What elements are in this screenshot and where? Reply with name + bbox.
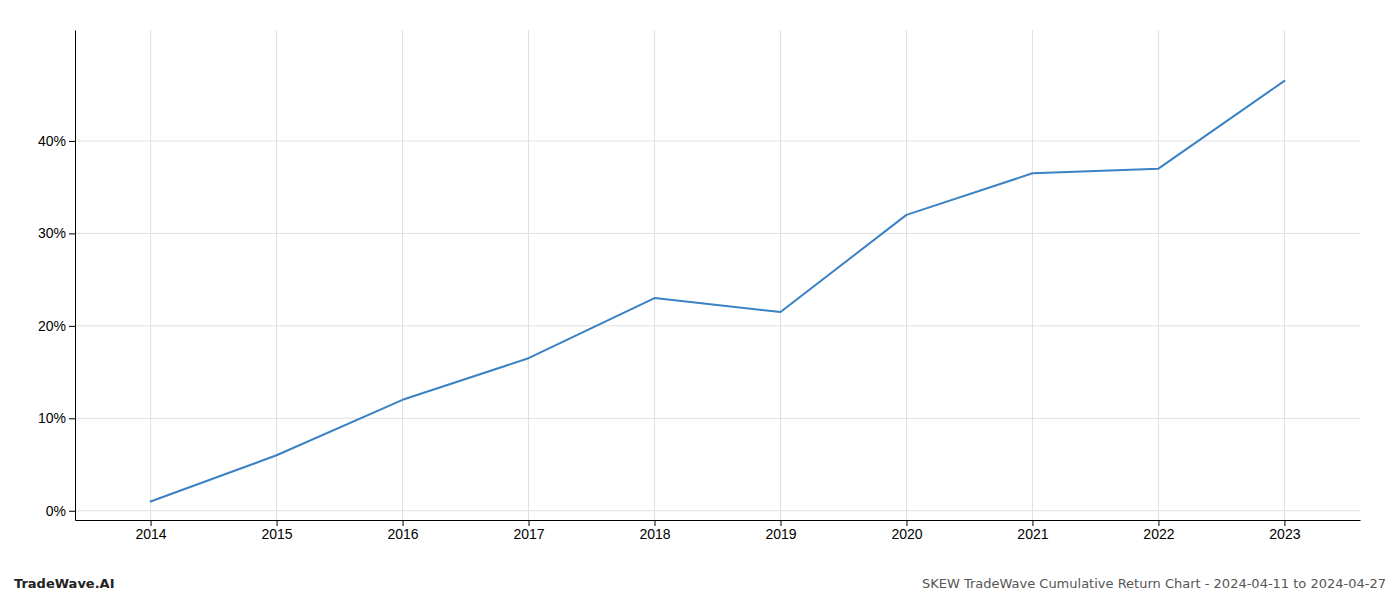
tick-label: 0%: [46, 503, 66, 519]
tick-label: 2020: [891, 526, 922, 542]
tick-label: 2018: [639, 526, 670, 542]
tick: 2015: [261, 520, 292, 542]
chart: 2014 2015 2016 2017 2018 2019 2020 2021 2022 2023…: [0, 0, 1400, 600]
axis-line: [76, 520, 1361, 521]
grid-line: [75, 325, 1360, 326]
grid-line: [780, 30, 781, 520]
grid-line: [276, 30, 277, 520]
tick: 30%: [38, 225, 75, 241]
tick-label: 2014: [136, 526, 167, 542]
grid-line: [75, 418, 1360, 419]
tick-mark: [69, 418, 75, 419]
axis-line: [75, 31, 76, 521]
tick-mark: [69, 233, 75, 234]
tick: 2014: [136, 520, 167, 542]
marks: [151, 81, 1285, 502]
grid: [75, 30, 1360, 520]
grid-line: [1032, 30, 1033, 520]
tick-label: 2017: [513, 526, 544, 542]
tick-label: 30%: [38, 225, 66, 241]
tick-mark: [69, 141, 75, 142]
grid-line: [528, 30, 529, 520]
tick: 2022: [1143, 520, 1174, 542]
tick-label: 2023: [1269, 526, 1300, 542]
tick-label: 2016: [387, 526, 418, 542]
grid-line: [402, 30, 403, 520]
tick: 2020: [891, 520, 922, 542]
tick: 10%: [38, 410, 75, 426]
tick: 20%: [38, 318, 75, 334]
x-axis: 2014 2015 2016 2017 2018 2019 2020 2021 2022 2023: [76, 520, 1361, 542]
tick: 0%: [46, 503, 75, 519]
tick-label: 40%: [38, 133, 66, 149]
grid-line: [150, 30, 151, 520]
footer-left: TradeWave.AI: [14, 576, 115, 591]
tick-label: 2021: [1017, 526, 1048, 542]
tick: 2023: [1269, 520, 1300, 542]
tick-label: 10%: [38, 410, 66, 426]
grid-line: [75, 140, 1360, 141]
tick-mark: [69, 511, 75, 512]
grid-line: [1284, 30, 1285, 520]
tick: 2021: [1017, 520, 1048, 542]
tick: 2016: [387, 520, 418, 542]
tick: 2018: [639, 520, 670, 542]
grid-line: [75, 233, 1360, 234]
plot-area: 2014 2015 2016 2017 2018 2019 2020 2021 2022 2023…: [38, 30, 1361, 542]
grid-line: [906, 30, 907, 520]
tick-mark: [69, 326, 75, 327]
grid-line: [654, 30, 655, 520]
tick-label: 2015: [261, 526, 292, 542]
tick-label: 2019: [765, 526, 796, 542]
tick: 2017: [513, 520, 544, 542]
grid-line: [1158, 30, 1159, 520]
tick-label: 20%: [38, 318, 66, 334]
tick-label: 2022: [1143, 526, 1174, 542]
tick: 40%: [38, 133, 75, 149]
line: [151, 81, 1285, 502]
footer-right: SKEW TradeWave Cumulative Return Chart -…: [922, 576, 1386, 591]
grid-line: [75, 510, 1360, 511]
y-axis: 0% 10% 20% 30% 40%: [38, 31, 76, 521]
tick: 2019: [765, 520, 796, 542]
